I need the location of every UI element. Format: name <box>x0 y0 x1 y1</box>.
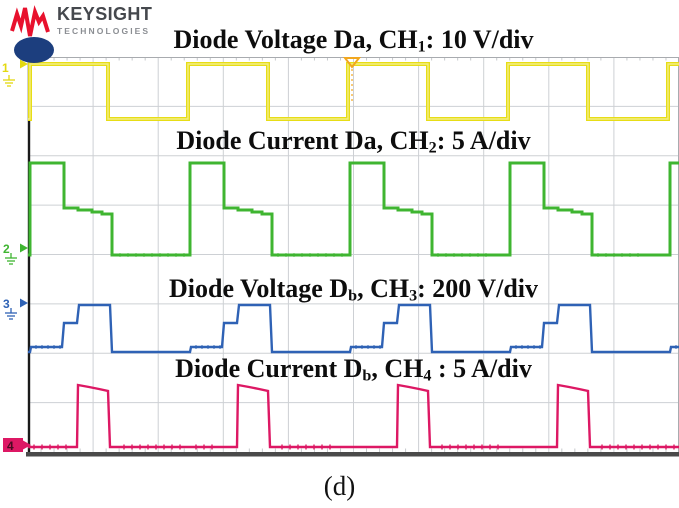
logo-text: KEYSIGHT TECHNOLOGIES <box>57 5 152 36</box>
graticule <box>26 57 679 457</box>
trace-ch2 <box>28 161 679 257</box>
label-ch1-diode-voltage-da: Diode Voltage Da, CH1: 10 V/div <box>173 25 534 56</box>
corner-dot <box>14 37 54 63</box>
logo-sub: TECHNOLOGIES <box>57 25 151 36</box>
waveform-traces <box>28 62 679 450</box>
trace-ch4 <box>28 383 679 449</box>
svg-text:4: 4 <box>7 439 14 453</box>
label-ch3-diode-voltage-db: Diode Voltage Db, CH3: 200 V/div <box>168 274 539 305</box>
svg-text:3: 3 <box>3 297 10 311</box>
svg-text:1: 1 <box>2 61 9 75</box>
trace-ch3 <box>28 303 679 354</box>
channel-markers: 1 2 3 4 <box>2 59 31 453</box>
label-ch4-diode-current-db: Diode Current Db, CH4 : 5 A/div <box>175 354 532 385</box>
label-ch2-diode-current-da: Diode Current Da, CH2: 5 A/div <box>176 126 531 157</box>
trigger-marker <box>342 57 362 103</box>
keysight-spark-icon <box>10 5 50 37</box>
svg-text:2: 2 <box>3 242 10 256</box>
keysight-logo: KEYSIGHT TECHNOLOGIES <box>10 5 152 39</box>
logo-brand: KEYSIGHT <box>57 4 153 24</box>
figure-caption: (d) <box>323 471 356 501</box>
